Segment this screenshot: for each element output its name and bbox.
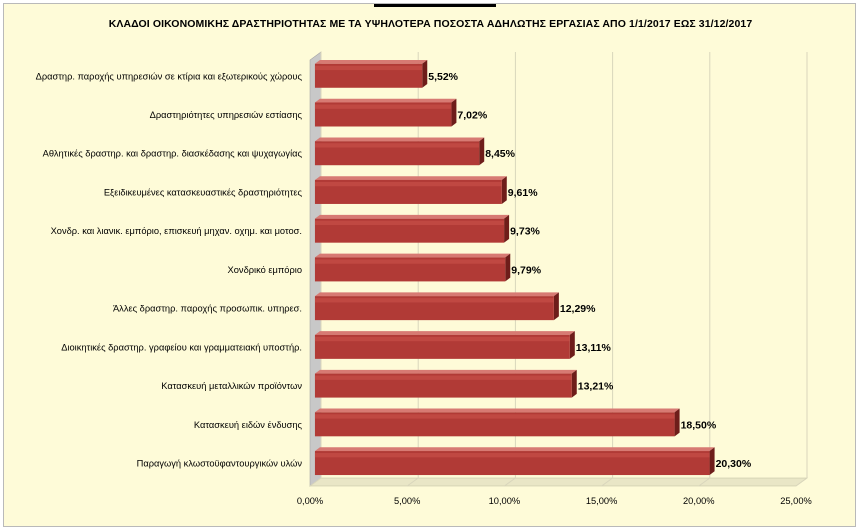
bar-top-face [314,369,577,374]
bar-side-face [674,408,680,437]
gridline [601,477,613,487]
bar-highlight [314,143,480,148]
bar [314,176,507,204]
bar-highlight [314,181,502,187]
bar-top-face [314,98,457,103]
bar-side-face [505,253,511,282]
category-label: Παραγωγή κλωστοϋφαντουργικών υλών [137,459,303,469]
bar-side-face [501,176,507,204]
bar [314,292,559,321]
bar-side-face [504,214,510,243]
data-label: 9,61% [508,187,538,199]
category-label: Δραστηριότητες υπηρεσιών εστίασης [150,110,303,120]
x-tick-label: 15,00% [586,496,618,506]
bar-side-face [553,292,559,321]
bar-side-face [451,98,457,127]
bar-side-face [571,369,577,398]
bar-highlight [314,414,675,419]
bar [314,253,511,282]
bar-side-face [569,331,575,359]
chart-title: ΚΛΑΔΟΙ ΟΙΚΟΝΟΜΙΚΗΣ ΔΡΑΣΤΗΡΙΟΤΗΤΑΣ ΜΕ ΤΑ … [108,18,753,30]
bar-side-face [709,447,715,476]
bar-highlight [314,298,554,303]
bar [314,60,428,88]
bar [314,408,680,437]
bar-top-face [314,60,428,64]
data-label: 20,30% [716,458,752,470]
bar-top-face [314,137,485,142]
bar [314,369,577,398]
title-underline [374,4,496,7]
bar-chart: 0,00% 5,00% 10,00% 15,00% 20,00% 25,00% 5,52% Δ… [36,51,812,506]
bar-highlight [314,65,423,71]
floor [309,477,808,487]
bar-highlight [314,259,506,264]
category-label: Χονδρ. και λιανικ. εμπόριο, επισκευή μηχ… [51,226,302,236]
bar [314,137,485,166]
gridline [406,477,419,487]
bar-side-face [479,137,485,166]
x-tick-label: 0,00% [297,496,323,506]
data-label: 18,50% [681,419,717,431]
data-label: 5,52% [428,71,458,83]
bar-highlight [314,220,505,225]
bar [314,98,457,127]
gridline [795,477,808,487]
category-label: Κατασκευή μεταλλικών προϊόντων [161,381,302,391]
bar-top-face [314,253,511,258]
x-tick-label: 10,00% [489,496,521,506]
bar-top-face [314,214,510,219]
category-label: Αθλητικές δραστηρ. και δραστηρ. διασκέδα… [43,149,303,159]
bar-highlight [314,375,572,380]
data-label: 13,21% [578,381,614,393]
bar [314,214,510,243]
x-tick-label: 20,00% [683,496,715,506]
bar-top-face [314,447,715,452]
category-label: Άλλες δραστηρ. παροχής προσωπικ. υπηρεσ. [113,304,302,314]
bar-top-face [314,176,507,180]
bar-highlight [314,453,710,458]
gridline [504,477,516,487]
bar [314,447,715,476]
data-label: 7,02% [457,109,487,121]
gridline [309,477,322,487]
data-label: 9,79% [511,264,541,276]
data-label: 9,73% [510,226,540,238]
bar-side-face [422,60,428,88]
bar [314,331,575,359]
data-label: 12,29% [560,303,596,315]
bar-highlight [314,104,452,109]
category-label: Κατασκευή ειδών ένδυσης [194,420,303,430]
bar-top-face [314,292,559,297]
data-label: 8,45% [485,148,515,160]
data-label: 13,11% [576,342,612,354]
bar-top-face [314,408,680,413]
bar-top-face [314,331,575,335]
gridline [698,477,711,487]
x-tick-label: 5,00% [394,496,420,506]
category-label: Διοικητικές δραστηρ. γραφείου και γραμμα… [61,342,302,352]
bar-highlight [314,336,570,342]
chart-frame: ΚΛΑΔΟΙ ΟΙΚΟΝΟΜΙΚΗΣ ΔΡΑΣΤΗΡΙΟΤΗΤΑΣ ΜΕ ΤΑ … [3,3,856,527]
x-tick-label: 25,00% [780,496,812,506]
category-label: Δραστηρ. παροχής υπηρεσιών σε κτίρια και… [36,71,303,81]
category-label: Χονδρικό εμπόριο [228,265,302,275]
category-label: Εξειδικευμένες κατασκευαστικές δραστηριό… [104,187,303,197]
